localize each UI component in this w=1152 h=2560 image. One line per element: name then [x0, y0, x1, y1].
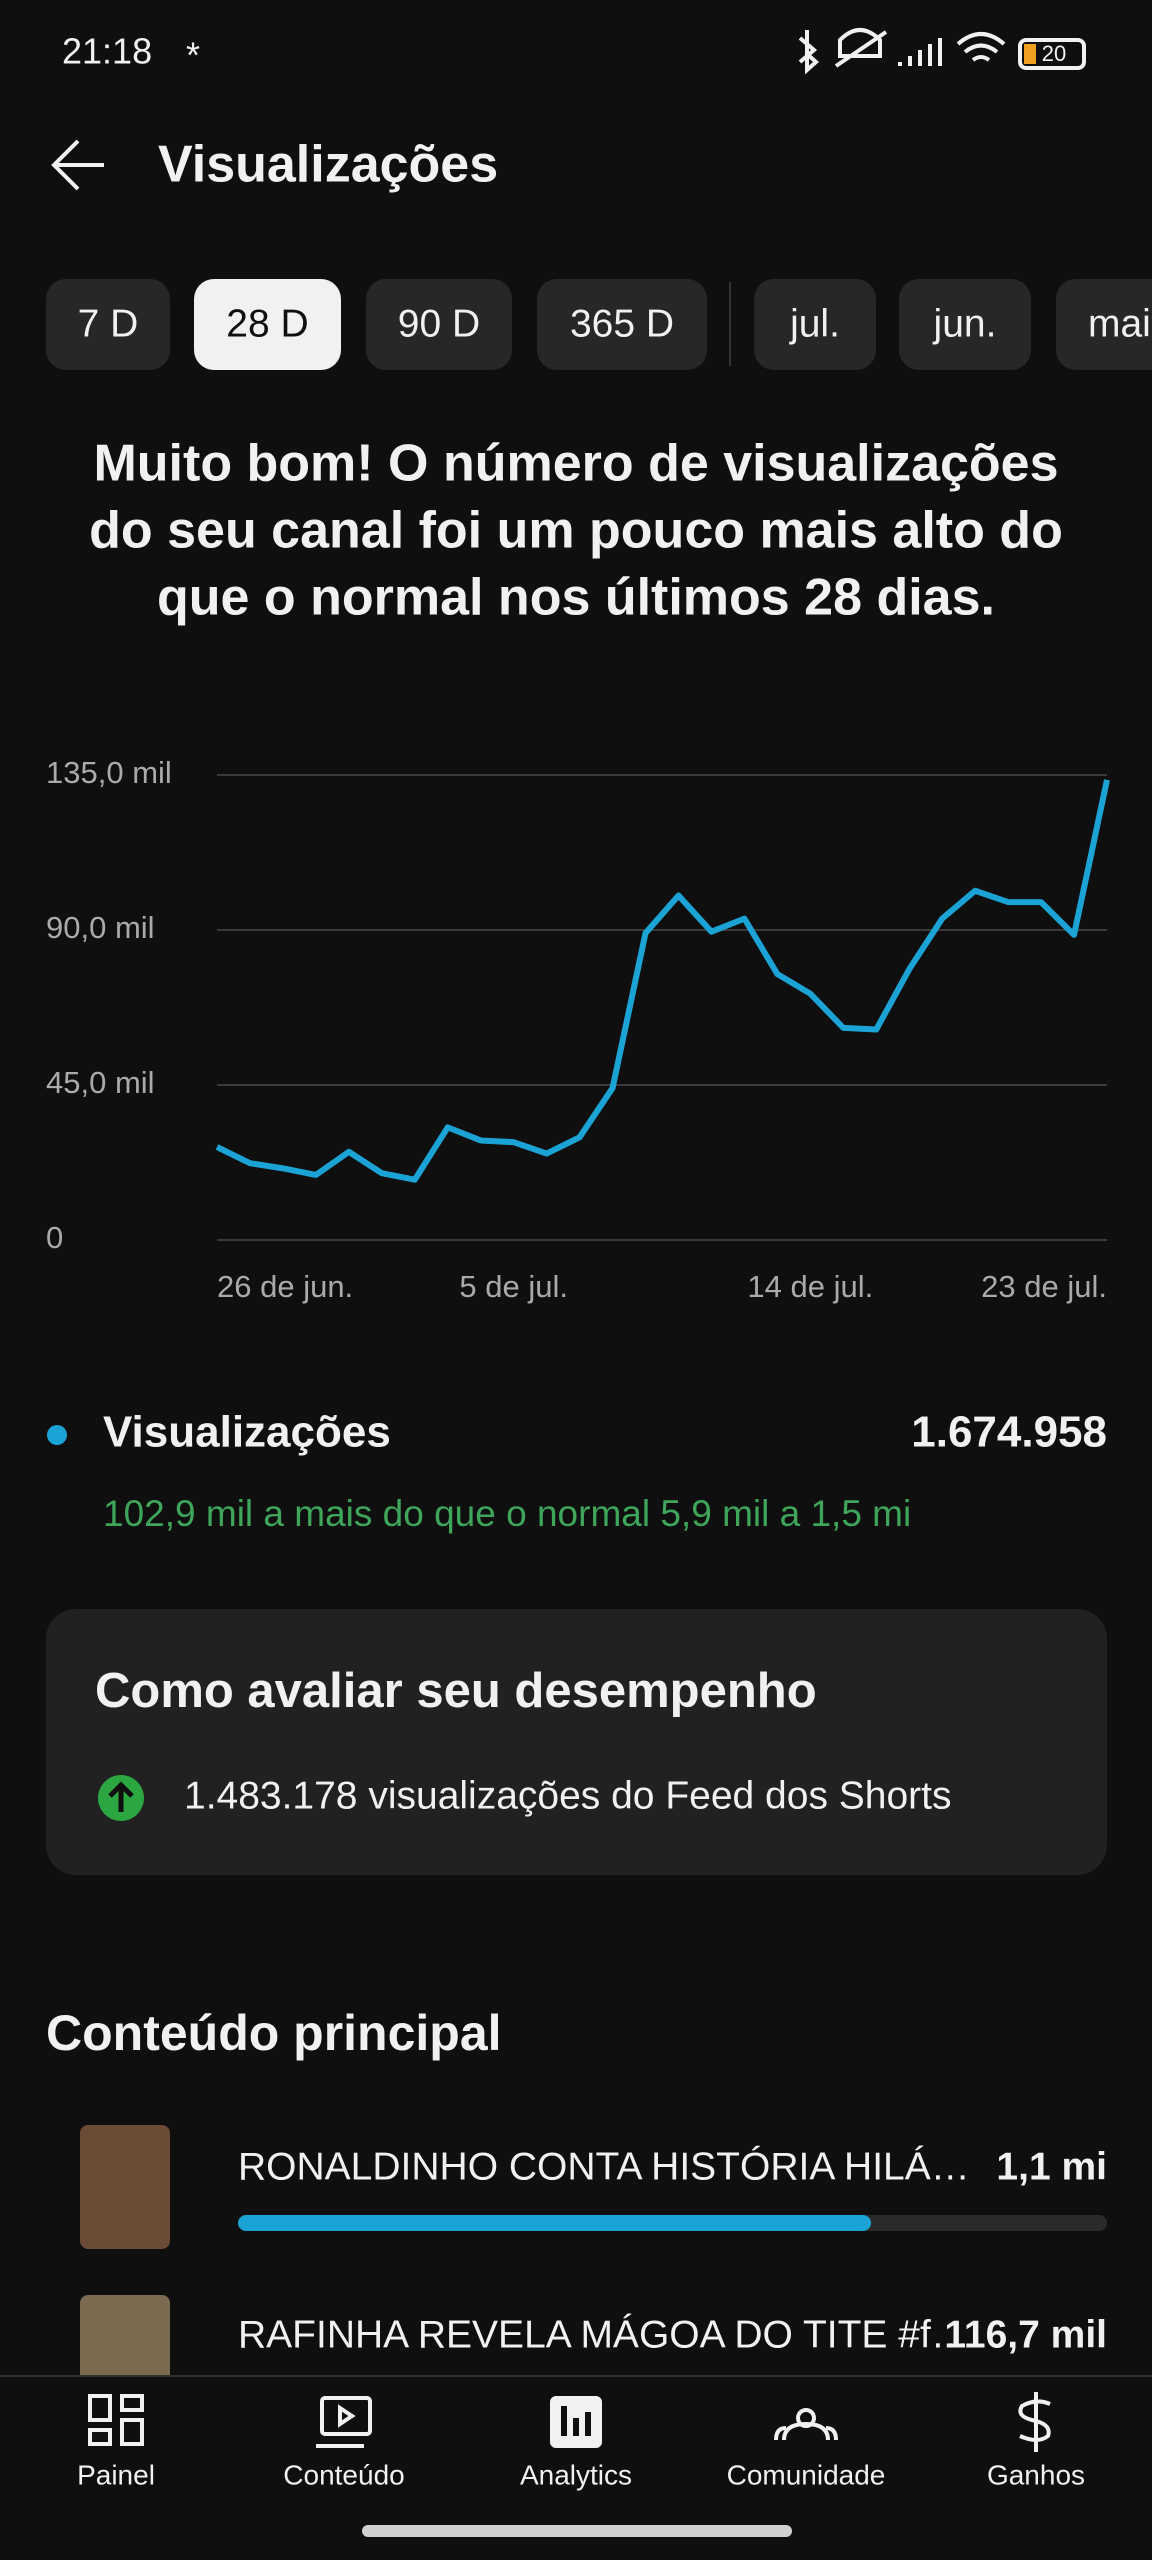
card-item: 1.483.178 visualizações do Feed dos Shor…	[184, 1774, 952, 1817]
comparison: 102,9 mil a mais do que o normal 5,9 mil…	[103, 1493, 911, 1534]
nav-label[interactable]: Conteúdo	[283, 2459, 404, 2490]
up-arrow	[108, 1781, 134, 1812]
x-tick-label: 26 de jun.	[217, 1269, 353, 1304]
total-views: 1.674.958	[911, 1408, 1107, 1457]
y-tick-label: 0	[46, 1220, 63, 1255]
chart: 0 45,0 mil 90,0 mil 135,0 mil 26 de jun. 5 de…	[46, 755, 1110, 1304]
nav-label[interactable]: Painel	[77, 2459, 155, 2490]
back-button[interactable]	[51, 139, 104, 191]
chip-label: jul.	[789, 302, 840, 345]
legend-label: Visualizações	[103, 1408, 391, 1457]
page-title: Visualizações	[158, 136, 498, 194]
y-tick-label: 135,0 mil	[46, 755, 172, 790]
chip-label: jun.	[933, 302, 997, 345]
period-chip[interactable]	[194, 279, 341, 370]
nav-items: Painel Conteúdo Analytics Comunidade Ganhos	[77, 2459, 1085, 2490]
card-title: Como avaliar seu desempenho	[95, 1664, 817, 1718]
chip-label: 7 D	[78, 302, 139, 345]
home-indicator	[362, 2525, 792, 2537]
status-time: 21:18	[62, 31, 152, 72]
content-value: 116,7 mil	[944, 2313, 1107, 2356]
chip-label: mai	[1088, 302, 1151, 345]
content-title[interactable]: RONALDINHO CONTA HISTÓRIA HILÁ…	[238, 2145, 970, 2188]
period-chip[interactable]	[46, 279, 170, 370]
nav-label[interactable]: Analytics	[520, 2459, 632, 2490]
progress-fill	[238, 2215, 871, 2231]
analytics-bars	[561, 2406, 591, 2436]
x-tick-label: 5 de jul.	[459, 1269, 568, 1304]
period-chip[interactable]	[366, 279, 512, 370]
status-icons	[798, 28, 1086, 75]
chip-label: 365 D	[570, 302, 674, 345]
line-series	[215, 779, 1110, 1183]
nav-label[interactable]: Comunidade	[727, 2459, 886, 2490]
chip-label: 90 D	[398, 302, 480, 345]
y-tick-label: 45,0 mil	[46, 1065, 155, 1100]
card	[46, 1609, 1107, 1875]
headline: do seu canal foi um pouco mais alto do	[89, 502, 1063, 560]
battery-level: 20	[1042, 41, 1066, 66]
nav-label[interactable]: Ganhos	[987, 2459, 1085, 2490]
period-chip[interactable]	[754, 279, 876, 370]
legend-dot	[47, 1425, 67, 1445]
x-tick-label: 14 de jul.	[747, 1269, 873, 1304]
headline: Muito bom! O número de visualizações	[93, 435, 1058, 493]
chip-label: 28 D	[226, 302, 308, 345]
period-chip[interactable]	[899, 279, 1031, 370]
period-chip[interactable]	[1056, 279, 1152, 370]
content-value: 1,1 mi	[996, 2145, 1107, 2188]
headline: que o normal nos últimos 28 dias.	[157, 569, 995, 627]
content-title[interactable]: RAFINHA REVELA MÁGOA DO TITE #f…	[238, 2313, 970, 2356]
thumbnail[interactable]	[80, 2125, 170, 2249]
status-icon: *	[186, 35, 200, 76]
x-tick-label: 23 de jul.	[981, 1269, 1107, 1304]
y-tick-label: 90,0 mil	[46, 910, 155, 945]
section-title: Conteúdo principal	[46, 2005, 502, 2061]
period-chip[interactable]	[537, 279, 707, 370]
